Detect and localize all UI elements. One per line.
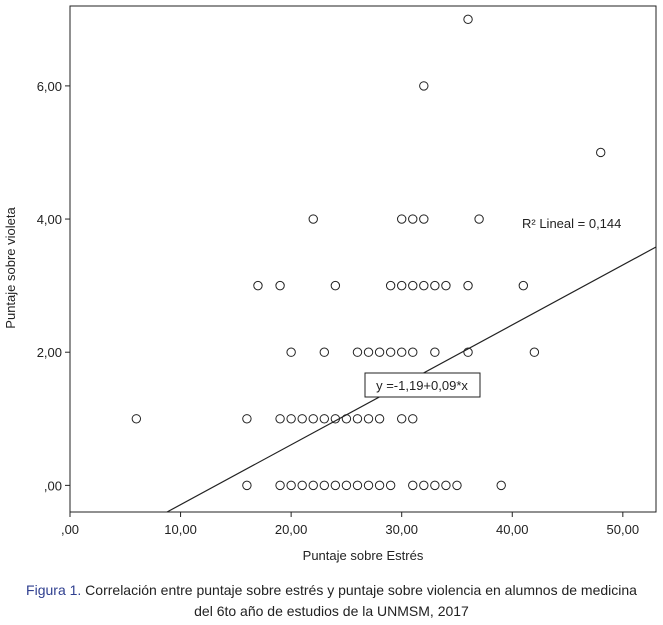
x-axis-label: Puntaje sobre Estrés [303,548,424,563]
caption-line-1: Correlación entre puntaje sobre estrés y… [81,582,637,598]
data-point [319,347,330,357]
data-point [286,414,296,424]
x-axis-ticks: ,00 10,00 20,00 30,00 40,00 50,00 [61,512,639,537]
data-point [363,480,374,491]
data-point [385,347,396,357]
data-point [308,414,318,424]
y-axis-label: Puntaje sobre violeta [3,207,18,329]
x-tick-label: 40,00 [496,522,529,537]
data-point [452,480,462,491]
data-point [463,280,473,291]
r-squared-label: R² Lineal = 0,144 [522,216,621,231]
data-point [396,214,407,224]
data-point [441,280,451,291]
y-tick-label: 2,00 [37,345,62,360]
data-point [408,280,418,291]
scatter-chart: ,00 10,00 20,00 30,00 40,00 50,00 ,00 2,00 4,00… [3,5,657,563]
data-point [396,280,407,291]
data-point [430,480,440,491]
data-point [308,214,318,224]
figure-caption: Figura 1. Correlación entre puntaje sobr… [0,580,663,622]
caption-line-2: del 6to año de estudios de la UNMSM, 201… [194,603,469,619]
y-tick-label: 6,00 [37,79,62,94]
data-point [341,480,352,491]
data-point [374,347,385,357]
x-tick-label: 20,00 [275,522,308,537]
data-point [319,414,330,424]
data-point [330,480,341,491]
data-point [529,347,540,357]
data-point [430,347,440,357]
data-point [408,214,418,224]
data-point [419,280,429,291]
data-point [275,414,285,424]
data-point [286,480,296,491]
equation-box: y =-1,19+0,09*x [364,372,481,398]
data-point [596,147,606,158]
data-point [474,214,484,224]
data-point [352,347,363,357]
data-point [297,480,307,491]
y-tick-label: 4,00 [37,212,62,227]
x-tick-label: 50,00 [607,522,640,537]
data-point [297,414,307,424]
data-point [286,347,296,357]
data-point [330,414,341,424]
equation-label: y =-1,19+0,09*x [376,378,468,393]
data-point [396,347,407,357]
plot-border [69,5,657,513]
data-point [374,414,385,424]
data-point [242,480,252,491]
x-tick-label: 10,00 [164,522,197,537]
data-point [341,414,352,424]
data-point [441,480,451,491]
data-point [352,414,363,424]
data-point [408,414,418,424]
data-point [374,480,385,491]
figure-label: Figura 1. [26,582,82,598]
y-axis-ticks: ,00 2,00 4,00 6,00 [37,79,70,493]
data-point [363,414,374,424]
data-point [352,480,363,491]
data-point [131,414,142,424]
data-point [518,280,529,291]
data-point [430,280,440,291]
x-tick-label: ,00 [61,522,79,537]
data-point [275,480,285,491]
data-point [385,480,396,491]
data-point [419,214,429,224]
equation-box-border [364,372,481,398]
data-point [463,347,473,357]
data-point [385,280,396,291]
plot-frame [69,5,657,513]
data-point [242,414,252,424]
data-point [253,280,263,291]
data-points [131,14,606,491]
data-point [463,14,473,25]
data-point [308,480,318,491]
data-point [419,81,429,91]
y-tick-label: ,00 [44,478,62,493]
data-point [408,347,418,357]
data-point [419,480,429,491]
data-point [496,480,506,491]
data-point [330,280,341,291]
data-point [319,480,330,491]
data-point [396,414,407,424]
data-point [408,480,418,491]
data-point [363,347,374,357]
x-tick-label: 30,00 [385,522,418,537]
data-point [275,280,285,291]
